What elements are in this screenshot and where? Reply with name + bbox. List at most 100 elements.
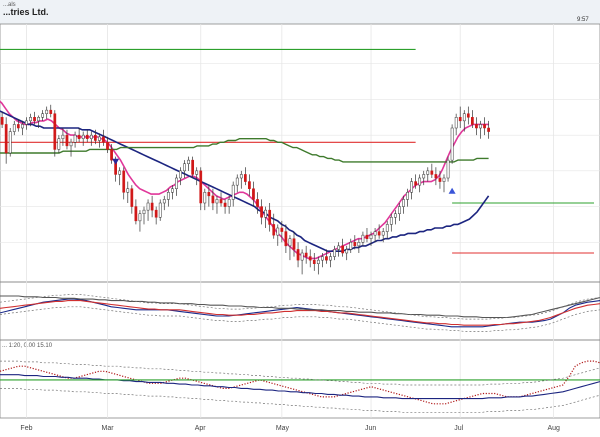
candle <box>171 185 174 200</box>
osc2-band-upper <box>0 360 600 386</box>
signal-marker-up <box>448 187 456 194</box>
candle <box>8 128 12 157</box>
x-tick-label: Jul <box>454 425 463 432</box>
candle <box>434 167 438 186</box>
candle <box>187 156 190 171</box>
signal-marker-down <box>112 158 120 165</box>
candle <box>73 131 77 148</box>
candle <box>89 131 93 146</box>
candle <box>389 213 393 232</box>
osc1-osc_price <box>0 298 600 328</box>
candle <box>308 249 312 268</box>
candle <box>252 181 255 207</box>
candle <box>365 228 369 243</box>
candle <box>357 238 361 253</box>
candle <box>45 106 49 120</box>
x-tick-label: Mar <box>102 425 115 432</box>
candle <box>466 106 470 125</box>
candle <box>296 242 300 268</box>
candle <box>454 113 458 136</box>
candle <box>235 174 239 193</box>
candle <box>146 199 150 221</box>
candle <box>243 167 247 186</box>
candle <box>292 231 296 257</box>
candle <box>150 195 154 218</box>
candle <box>422 170 426 186</box>
oscillator-panel-2 <box>0 339 600 419</box>
candle <box>272 213 276 239</box>
markers-layer <box>112 158 456 194</box>
candle <box>377 224 381 239</box>
candle <box>337 242 340 257</box>
candle <box>398 203 401 221</box>
candle <box>37 115 40 128</box>
candle <box>175 174 178 196</box>
candle <box>158 199 162 221</box>
x-tick-label: Jun <box>365 425 376 432</box>
candle <box>29 113 32 127</box>
candle <box>126 181 130 203</box>
candle <box>138 210 142 232</box>
candle <box>475 117 478 136</box>
candle <box>33 111 36 125</box>
candle <box>191 156 195 178</box>
candle <box>118 167 122 186</box>
candle <box>53 110 57 157</box>
candle <box>393 210 397 225</box>
candle <box>142 206 146 225</box>
candle <box>16 119 20 132</box>
x-tick-label: Feb <box>20 425 32 432</box>
candle <box>426 167 430 182</box>
candle <box>288 235 292 261</box>
candle <box>219 192 223 207</box>
candle <box>402 195 405 214</box>
x-tick-label: May <box>276 425 290 432</box>
osc1-osc_gray <box>0 295 600 319</box>
candle <box>4 117 8 164</box>
candle <box>231 181 235 207</box>
oscillator-2-label: ... 1:20, 0.00 15.10 <box>2 343 53 349</box>
candle <box>223 199 227 214</box>
candle <box>179 167 182 186</box>
osc1-band-upper <box>0 294 600 320</box>
moving-average-ma_slow <box>0 110 490 252</box>
candle <box>316 256 320 275</box>
candle <box>430 163 434 178</box>
candle <box>312 253 316 271</box>
candle <box>256 192 259 214</box>
candle <box>12 120 16 136</box>
candle <box>284 224 288 253</box>
candle <box>304 245 308 264</box>
candle <box>341 238 345 257</box>
candle <box>98 133 101 148</box>
candle <box>349 238 353 253</box>
candle <box>199 167 203 211</box>
oscillator-2-lines <box>0 360 600 413</box>
candle <box>69 138 73 157</box>
candle <box>57 135 61 153</box>
x-tick-label: Apr <box>195 425 207 432</box>
candle <box>361 231 365 246</box>
candle <box>410 178 413 200</box>
grid-layer <box>0 24 600 418</box>
candle <box>471 110 474 128</box>
candle <box>195 167 199 186</box>
candle <box>483 117 486 136</box>
chart-title: ...tries Ltd. <box>3 7 49 17</box>
candle <box>418 174 422 193</box>
oscillator-1-lines <box>0 294 600 332</box>
osc2-osc2_dotted <box>0 360 600 405</box>
candle <box>458 106 462 128</box>
candle <box>239 170 243 189</box>
candle <box>183 160 186 178</box>
candle <box>203 188 207 211</box>
candle <box>450 124 454 164</box>
chart-subtitle: ...als <box>3 2 16 8</box>
candle <box>162 195 166 211</box>
candle <box>93 129 97 145</box>
candle <box>77 128 81 143</box>
price-panel <box>0 23 600 283</box>
candle <box>345 245 349 261</box>
candle <box>154 206 158 225</box>
candle <box>333 245 336 261</box>
